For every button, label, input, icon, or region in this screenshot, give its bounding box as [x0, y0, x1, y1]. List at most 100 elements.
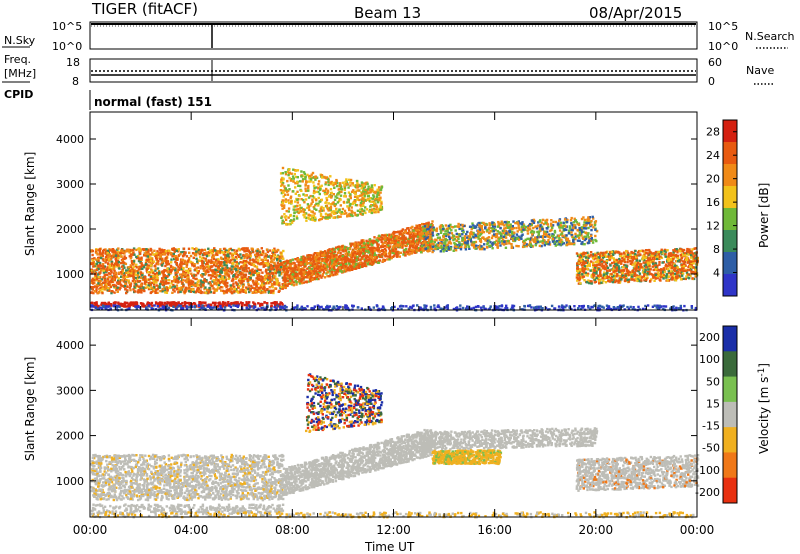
echo-cell	[298, 194, 301, 198]
echo-cell	[209, 269, 213, 272]
echo-cell	[321, 274, 324, 277]
echo-cell	[234, 273, 237, 276]
freq-left-tick-bottom: 8	[72, 75, 79, 88]
echo-cell	[220, 251, 224, 254]
echo-cell	[175, 284, 179, 287]
echo-cell	[397, 231, 400, 234]
echo-cell	[307, 276, 311, 279]
echo-cell	[306, 275, 309, 279]
echo-cell	[380, 255, 384, 259]
echo-cell	[134, 273, 137, 276]
echo-cell	[207, 265, 210, 268]
echo-cell	[282, 178, 285, 181]
echo-cell	[120, 272, 124, 276]
echo-cell	[307, 174, 311, 178]
echo-cell	[97, 276, 100, 279]
echo-cell	[172, 283, 175, 287]
sky-left-tick-bottom: 10^0	[52, 40, 82, 53]
echo-cell	[133, 301, 136, 304]
echo-cell	[195, 290, 198, 293]
echo-cell	[137, 259, 141, 263]
echo-cell	[197, 289, 201, 292]
echo-cell	[256, 277, 260, 280]
echo-cell	[321, 253, 324, 257]
echo-cell	[254, 253, 257, 257]
echo-cell	[332, 183, 335, 187]
echo-cell	[153, 249, 156, 252]
echo-cell	[412, 249, 415, 252]
echo-cell	[272, 258, 275, 261]
echo-cell	[207, 251, 210, 254]
echo-cell	[303, 268, 306, 272]
echo-cell	[269, 280, 272, 283]
echo-cell	[314, 178, 317, 181]
echo-cell	[290, 281, 293, 285]
echo-cell	[307, 280, 310, 283]
echo-cell	[214, 264, 218, 268]
echo-cell	[215, 252, 218, 256]
echo-cell	[244, 261, 247, 265]
echo-cell	[414, 232, 417, 235]
echo-cell	[208, 289, 211, 292]
echo-cell	[384, 249, 388, 252]
echo-cell	[279, 265, 283, 269]
echo-cell	[420, 227, 423, 231]
echo-cell	[338, 266, 341, 270]
echo-cell	[230, 265, 233, 268]
echo-cell	[300, 260, 303, 264]
echo-cell	[239, 291, 242, 294]
echo-cell	[312, 270, 315, 273]
echo-cell	[366, 255, 370, 258]
echo-cell	[221, 289, 225, 293]
echo-cell	[368, 210, 371, 213]
echo-cell	[409, 226, 413, 230]
echo-cell	[272, 254, 276, 257]
echo-cell	[177, 268, 180, 271]
echo-cell	[302, 193, 305, 196]
echo-cell	[142, 266, 146, 269]
echo-cell	[336, 201, 340, 204]
echo-cell	[143, 254, 146, 257]
echo-cell	[196, 281, 200, 284]
echo-cell	[302, 198, 305, 202]
echo-cell	[104, 281, 107, 285]
echo-cell	[174, 255, 177, 258]
echo-cell	[156, 250, 159, 253]
echo-cell	[229, 247, 232, 251]
echo-cell	[355, 256, 359, 259]
echo-cell	[199, 302, 202, 305]
echo-cell	[339, 251, 342, 255]
freq-right-tick-bottom: 0	[708, 75, 715, 88]
echo-cell	[281, 166, 285, 170]
echo-cell	[132, 248, 135, 252]
echo-cell	[334, 271, 337, 274]
echo-cell	[285, 270, 289, 273]
echo-cell	[250, 263, 253, 266]
echo-cell	[180, 261, 183, 265]
echo-cell	[242, 284, 245, 288]
echo-cell	[374, 197, 377, 201]
echo-cell	[288, 282, 291, 285]
echo-cell	[335, 269, 338, 272]
echo-cell	[259, 268, 262, 272]
echo-cell	[372, 195, 376, 198]
echo-cell	[405, 227, 409, 230]
echo-cell	[412, 237, 415, 240]
echo-cell	[386, 236, 390, 240]
echo-cell	[255, 265, 258, 268]
echo-cell	[220, 263, 223, 266]
echo-cell	[182, 266, 185, 270]
echo-cell	[163, 277, 166, 281]
echo-cell	[254, 271, 257, 274]
echo-cell	[204, 259, 208, 262]
echo-cell	[268, 277, 271, 280]
echo-cell	[140, 262, 143, 265]
echo-cell	[110, 260, 113, 263]
echo-cell	[126, 270, 129, 273]
echo-cell	[172, 280, 176, 283]
echo-cell	[225, 291, 229, 294]
echo-cell	[417, 238, 421, 241]
echo-cell	[315, 199, 318, 202]
echo-cell	[238, 255, 241, 258]
echo-cell	[199, 255, 202, 259]
